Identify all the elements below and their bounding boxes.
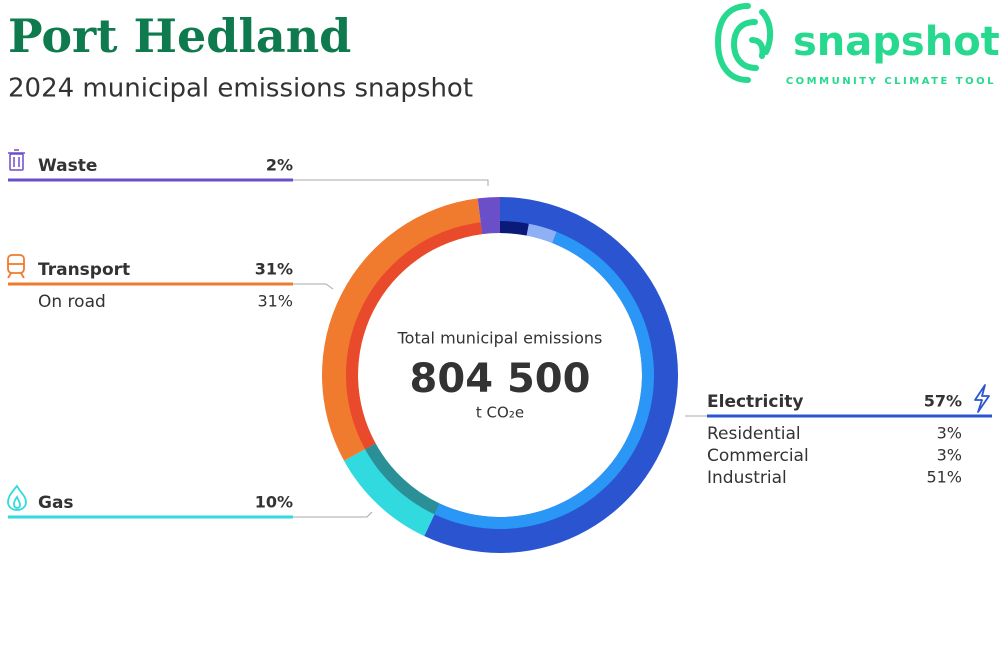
donut-segment	[344, 443, 440, 537]
electricity-icon	[974, 384, 990, 413]
donut-subsegment	[346, 222, 483, 450]
logo-name: snapshot	[793, 19, 1000, 65]
subcategory-label: On road	[38, 292, 106, 312]
category-label: Electricity	[707, 392, 804, 412]
logo-icon	[714, 3, 774, 83]
unit: t CO₂e	[476, 404, 524, 422]
subcategory-label: Residential	[707, 424, 801, 444]
subcategory-label: Industrial	[707, 468, 787, 488]
subcategory-value: 3%	[937, 446, 962, 465]
total: 804 500	[410, 356, 591, 402]
title: Port Hedland	[8, 9, 351, 63]
category-label: Gas	[38, 493, 74, 513]
donut-inner	[365, 443, 440, 515]
leader-line	[293, 179, 489, 186]
donut-segment	[477, 197, 500, 235]
donut-subsegment	[526, 223, 557, 243]
category-label: Transport	[38, 260, 130, 280]
gas-icon	[7, 484, 27, 511]
logo-tagline: COMMUNITY CLIMATE TOOL	[786, 76, 996, 87]
transport-icon	[7, 254, 25, 279]
category-label: Waste	[38, 156, 97, 176]
category-value: 31%	[255, 260, 293, 279]
subtitle: 2024 municipal emissions snapshot	[8, 74, 473, 104]
leader-line	[293, 283, 334, 290]
subcategory-value: 51%	[926, 468, 962, 487]
category-value: 2%	[266, 156, 293, 175]
leader-line	[293, 511, 373, 518]
subcategory-value: 31%	[257, 292, 293, 311]
category-value: 10%	[255, 493, 293, 512]
donut-segment	[321, 198, 483, 461]
category-value: 57%	[924, 392, 962, 411]
subcategory-value: 3%	[937, 424, 962, 443]
center-label: Total municipal emissions	[397, 329, 603, 348]
waste-icon	[8, 149, 25, 171]
donut-subsegment	[500, 221, 529, 236]
subcategory-label: Commercial	[707, 446, 809, 466]
